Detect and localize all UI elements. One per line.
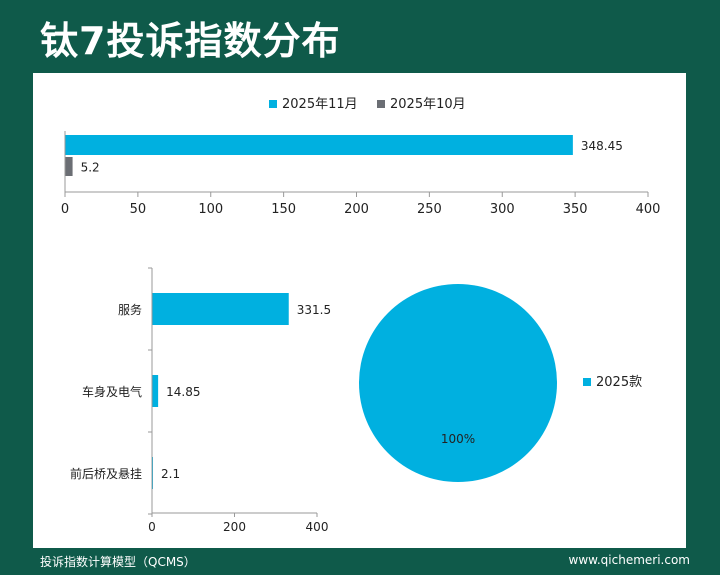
category-value-label-2: 14.85 <box>166 385 200 399</box>
x-tick-label-4: 200 <box>344 202 369 217</box>
pie-legend-label-1: 2025款 <box>596 375 642 390</box>
footer-website: www.qichemeri.com <box>568 553 690 567</box>
category-bar-2 <box>152 375 159 407</box>
footer-model-note: 投诉指数计算模型（QCMS） <box>40 555 196 569</box>
value-tick-label-0: 0 <box>148 520 156 534</box>
category-label-1: 服务 <box>118 302 142 317</box>
x-tick-label-1: 50 <box>130 202 147 217</box>
legend-swatch-2 <box>377 100 385 108</box>
pie-legend-swatch-1 <box>583 378 591 386</box>
value-tick-label-2: 400 <box>306 520 329 534</box>
pie-slice-1 <box>359 284 557 482</box>
page-title: 钛7投诉指数分布 <box>40 19 341 63</box>
x-tick-label-6: 300 <box>490 202 515 217</box>
x-tick-label-8: 400 <box>636 202 661 217</box>
x-tick-label-7: 350 <box>563 202 588 217</box>
x-tick-label-5: 250 <box>417 202 442 217</box>
category-bar-1 <box>152 293 289 325</box>
x-tick-label-3: 150 <box>271 202 296 217</box>
legend-swatch-1 <box>269 100 277 108</box>
legend-label-2: 2025年10月 <box>390 97 466 112</box>
bar-1 <box>65 135 573 155</box>
category-label-3: 前后桥及悬挂 <box>70 466 142 481</box>
x-tick-label-2: 100 <box>198 202 223 217</box>
value-tick-label-1: 200 <box>223 520 246 534</box>
data-label-2: 5.2 <box>81 161 100 175</box>
category-value-label-3: 2.1 <box>161 467 180 481</box>
pie-data-label-1: 100% <box>441 432 475 446</box>
chart-panel: 2025年11月 2025年10月 348.45 5.2 0 50 100 150 200 250… <box>33 73 686 548</box>
category-label-2: 车身及电气 <box>82 384 142 399</box>
category-value-label-1: 331.5 <box>297 303 331 317</box>
x-tick-label-0: 0 <box>61 202 69 217</box>
legend-label-1: 2025年11月 <box>282 97 358 112</box>
data-label-1: 348.45 <box>581 139 623 153</box>
bar-2 <box>65 157 73 176</box>
charts-canvas: 2025年11月 2025年10月 348.45 5.2 0 50 100 150 200 250… <box>61 97 661 534</box>
